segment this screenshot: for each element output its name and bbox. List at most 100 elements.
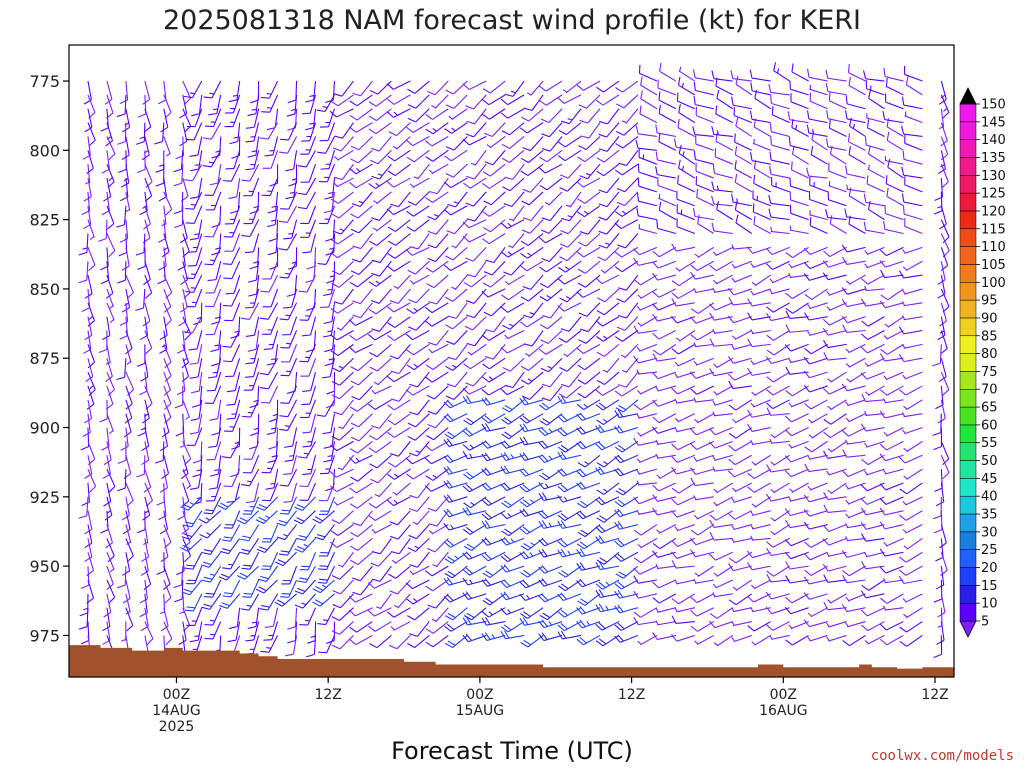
colorbar-cell (959, 371, 977, 390)
wind-barb (806, 167, 828, 179)
wind-barb (508, 233, 525, 249)
wind-barb (864, 385, 885, 396)
colorbar-cell (959, 335, 977, 354)
wind-barb (557, 413, 582, 423)
wind-barb (279, 399, 298, 418)
wind-barb (155, 164, 165, 187)
wind-barb (675, 260, 696, 272)
wind-barb (261, 482, 279, 502)
wind-barb (690, 271, 714, 280)
wind-barb (462, 440, 487, 451)
wind-barb (597, 288, 620, 303)
wind-barb (841, 298, 866, 308)
wind-barb (766, 313, 790, 322)
wind-barb (766, 385, 790, 396)
wind-barb (615, 136, 639, 149)
wind-barb (558, 122, 582, 136)
wind-barb (899, 621, 923, 633)
wind-barb (769, 151, 790, 165)
wind-barb (803, 521, 828, 530)
wind-barb (481, 413, 506, 424)
wind-barb (316, 399, 335, 417)
wind-barb (409, 233, 430, 250)
wind-barb (201, 593, 222, 610)
wind-barb (241, 552, 260, 570)
wind-barb (191, 94, 203, 117)
wind-barb (351, 385, 373, 401)
wind-barb (443, 466, 468, 475)
wind-barb (482, 177, 506, 189)
wind-barb (614, 521, 639, 530)
wind-barb (655, 563, 676, 570)
wind-barb (734, 160, 752, 179)
wind-barb (267, 441, 279, 464)
wind-barb (519, 617, 544, 626)
wind-barb (903, 537, 923, 550)
wind-barb (614, 551, 639, 562)
wind-barb (482, 357, 506, 370)
wind-barb (387, 260, 411, 272)
wind-barb (674, 413, 696, 423)
wind-barb (484, 122, 506, 138)
wind-barb (713, 357, 734, 369)
wind-barb (302, 371, 317, 392)
wind-barb (349, 94, 373, 107)
wind-barb (693, 495, 714, 501)
wind-barb (78, 261, 89, 284)
wind-barb (280, 385, 298, 404)
wind-barb (154, 441, 165, 464)
wind-barb (325, 385, 336, 409)
wind-barb (615, 482, 639, 496)
wind-barb (734, 201, 752, 221)
wind-barb (658, 193, 677, 207)
wind-barb (406, 468, 430, 480)
wind-barb (142, 219, 151, 244)
wind-barb (352, 233, 373, 250)
wind-barb (245, 288, 260, 309)
wind-barb (652, 413, 677, 424)
wind-barb (408, 496, 430, 512)
wind-barb (105, 524, 113, 549)
wind-barb (809, 84, 828, 96)
wind-barb (713, 274, 734, 285)
wind-barb (243, 205, 260, 225)
wind-barb (427, 246, 449, 262)
wind-barb (349, 122, 373, 133)
wind-barb (143, 565, 152, 590)
wind-barb (937, 150, 946, 175)
wind-barb (822, 524, 847, 532)
wind-barb (933, 635, 943, 659)
wind-barb (387, 316, 411, 329)
wind-barb (750, 328, 771, 335)
wind-barb (576, 619, 601, 629)
wind-barb (576, 412, 601, 422)
wind-barb (409, 621, 430, 637)
wind-barb (481, 616, 506, 626)
wind-barb (465, 288, 487, 304)
wind-barb (503, 260, 525, 276)
wind-barb (580, 122, 601, 139)
wind-barb (297, 441, 317, 459)
wind-barb (332, 579, 354, 595)
wind-barb (181, 579, 203, 596)
wind-barb (409, 274, 430, 285)
wind-barb (446, 219, 468, 235)
wind-barb (163, 288, 172, 313)
wind-barb (784, 551, 809, 560)
wind-barb (541, 385, 563, 402)
wind-barb (324, 344, 336, 367)
wind-barb (731, 496, 752, 504)
wind-barb (446, 371, 468, 388)
wind-barb (770, 226, 790, 235)
wind-barb (788, 621, 809, 630)
wind-barb (87, 302, 95, 327)
wind-barb (125, 330, 133, 355)
wind-barb (177, 330, 186, 354)
wind-barb (825, 209, 847, 221)
wind-barb (268, 427, 279, 450)
wind-barb (266, 344, 279, 366)
wind-barb (845, 523, 866, 529)
wind-barb (350, 468, 373, 482)
colorbar-cell (959, 602, 977, 622)
